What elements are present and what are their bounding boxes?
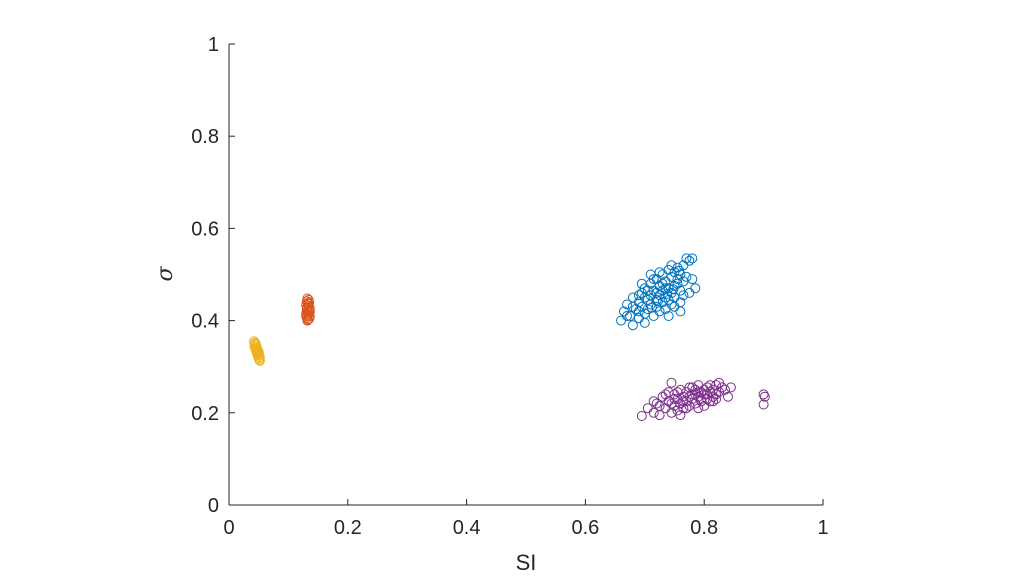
scatter-point — [684, 255, 695, 266]
scatter-point — [648, 396, 659, 407]
scatter-point — [636, 411, 647, 421]
scatter-point — [678, 290, 689, 301]
scatter-point — [675, 384, 686, 395]
scatter-point — [674, 265, 685, 276]
y-tick-label: 0.8 — [191, 126, 219, 148]
scatter-point — [654, 400, 665, 411]
scatter-point — [693, 387, 704, 398]
x-tick-label: 0.4 — [453, 517, 481, 539]
scatter-point — [759, 391, 770, 402]
scatter-point — [684, 287, 695, 298]
scatter-point — [669, 394, 680, 404]
y-axis-label: σ — [153, 266, 178, 282]
scatter-point — [639, 292, 650, 303]
scatter-point — [672, 262, 683, 273]
scatter-point — [758, 389, 769, 400]
x-tick-label: 0.6 — [571, 517, 599, 539]
series-4 — [636, 377, 770, 421]
y-tick-label: 1 — [208, 34, 219, 56]
scatter-point — [627, 292, 638, 303]
scatter-point — [687, 274, 698, 285]
scatter-point — [693, 403, 704, 414]
scatter-point — [250, 343, 261, 354]
series-1 — [248, 336, 265, 366]
scatter-point — [708, 396, 719, 407]
scatter-point — [681, 403, 692, 414]
scatter-point — [651, 398, 662, 409]
scatter-point — [675, 306, 686, 317]
scatter-point — [660, 283, 671, 294]
scatter-point — [663, 311, 674, 321]
scatter-point — [627, 320, 638, 331]
scatter-point — [666, 377, 677, 388]
scatter-point — [646, 302, 657, 313]
axes — [228, 44, 823, 506]
scatter-point — [687, 253, 698, 264]
y-tick-label: 0.6 — [191, 218, 219, 240]
scatter-point — [648, 274, 659, 285]
scatter-point — [622, 311, 632, 321]
scatter-point — [720, 384, 730, 395]
scatter-point — [252, 348, 263, 359]
scatter-point — [652, 296, 663, 307]
scatter-point — [681, 253, 692, 264]
points — [248, 253, 770, 421]
scatter-point — [648, 311, 659, 321]
scatter-point — [675, 410, 686, 421]
scatter-point — [627, 301, 638, 312]
series-2 — [301, 293, 315, 326]
y-tick-label: 0 — [208, 495, 219, 517]
scatter-point — [630, 304, 641, 315]
scatter-point — [660, 389, 671, 400]
scatter-point — [642, 285, 653, 296]
ticks: 0 0.2 0.4 0.6 0.8 1 0 0.2 0.4 0.6 0.8 1 — [191, 34, 828, 539]
series-3 — [616, 253, 701, 331]
scatter-point — [648, 407, 659, 418]
scatter-point — [666, 260, 677, 271]
scatter-point — [711, 394, 722, 404]
y-tick-label: 0.4 — [191, 311, 219, 333]
scatter-point — [668, 284, 679, 295]
scatter-point — [669, 301, 680, 312]
scatter-point — [723, 391, 733, 402]
scatter-point — [690, 283, 701, 294]
scatter-point — [616, 315, 626, 326]
scatter-point — [657, 391, 668, 402]
x-tick-label: 0 — [223, 517, 234, 539]
scatter-point — [250, 338, 261, 349]
scatter-point — [725, 382, 736, 393]
x-tick-label: 0.2 — [334, 517, 362, 539]
scatter-point — [254, 354, 265, 365]
scatter-point — [636, 278, 647, 289]
scatter-point — [678, 403, 689, 414]
scatter-point — [654, 267, 665, 278]
y-tick-label: 0.2 — [191, 403, 219, 425]
scatter-point — [633, 290, 644, 301]
x-axis-label: SI — [516, 550, 537, 575]
x-tick-label: 1 — [817, 517, 828, 539]
scatter-point — [304, 307, 315, 318]
scatter-point — [639, 317, 650, 328]
scatter-point — [758, 399, 769, 410]
scatter-point — [699, 384, 710, 395]
scatter-point — [672, 387, 683, 398]
scatter-point — [301, 311, 312, 321]
x-tick-label: 0.8 — [690, 517, 718, 539]
scatter-point — [304, 313, 315, 324]
scatter-point — [622, 299, 632, 310]
